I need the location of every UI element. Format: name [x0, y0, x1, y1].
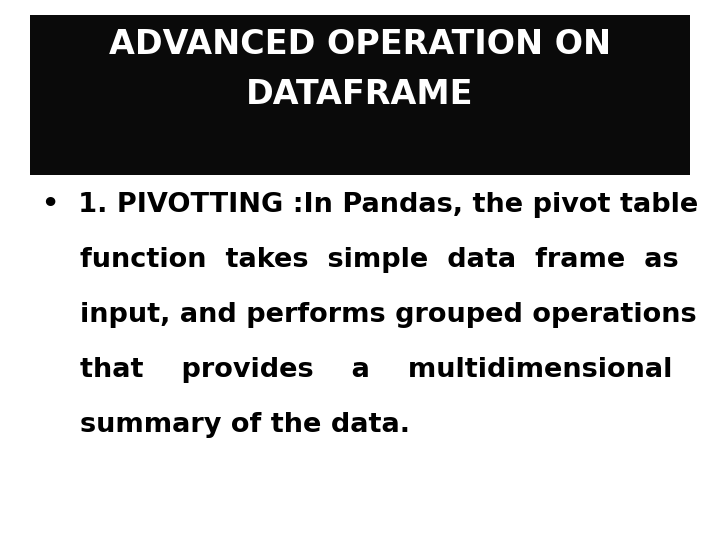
Text: summary of the data.: summary of the data.	[42, 412, 410, 438]
Text: input, and performs grouped operations: input, and performs grouped operations	[42, 302, 697, 328]
Text: ADVANCED OPERATION ON: ADVANCED OPERATION ON	[109, 29, 611, 62]
Text: DATAFRAME: DATAFRAME	[246, 78, 474, 111]
Text: function  takes  simple  data  frame  as: function takes simple data frame as	[42, 247, 679, 273]
Text: •  1. PIVOTTING :In Pandas, the pivot table: • 1. PIVOTTING :In Pandas, the pivot tab…	[42, 192, 698, 218]
Bar	[30, 15, 690, 175]
Text: that    provides    a    multidimensional: that provides a multidimensional	[42, 357, 672, 383]
